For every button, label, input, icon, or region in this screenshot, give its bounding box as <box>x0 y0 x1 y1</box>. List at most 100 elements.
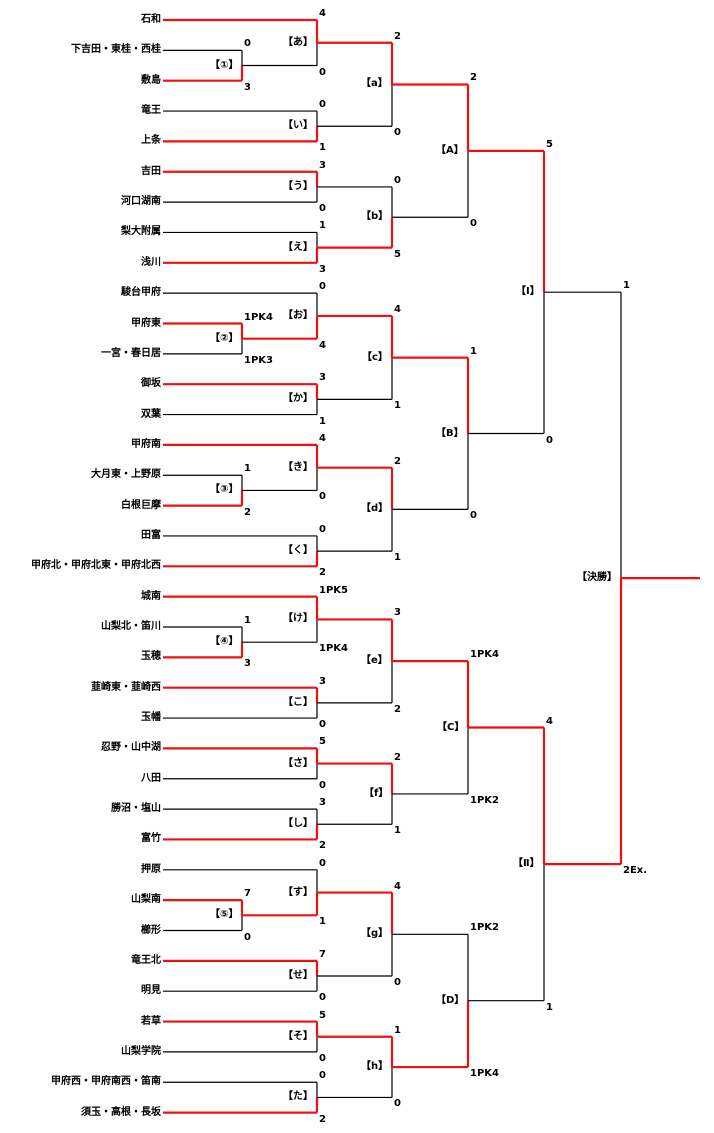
score-label: 2 <box>394 703 401 715</box>
team-name: 甲府東 <box>131 317 161 329</box>
score-label: 0 <box>319 99 326 111</box>
match-label: 【こ】 <box>283 696 313 708</box>
score-label: 0 <box>319 491 326 503</box>
team-name: 田富 <box>141 529 161 541</box>
match-label: 【き】 <box>283 461 313 473</box>
score-label: 1PK4 <box>319 643 348 655</box>
match-label: 【し】 <box>283 818 313 830</box>
team-name: 玉穂 <box>141 651 161 663</box>
score-label: 2 <box>319 1113 326 1125</box>
match-label: 【③】 <box>210 484 239 496</box>
match-label: 【⑤】 <box>210 909 239 921</box>
score-label: 1PK4 <box>244 311 273 323</box>
score-label: 4 <box>546 715 553 727</box>
match-label: 【そ】 <box>283 1030 313 1042</box>
team-name: 若草 <box>141 1015 161 1027</box>
match-label: 【け】 <box>283 613 313 625</box>
team-name: 玉幡 <box>141 712 161 724</box>
score-label: 2Ex. <box>623 865 648 877</box>
team-name: 竜王北 <box>131 954 161 966</box>
score-label: 0 <box>394 977 401 989</box>
match-label: 【く】 <box>283 545 313 557</box>
score-label: 4 <box>394 303 401 315</box>
score-label: 0 <box>319 857 326 869</box>
score-label: 1 <box>319 142 326 154</box>
score-label: 3 <box>319 797 326 809</box>
score-label: 1 <box>394 825 401 837</box>
score-label: 4 <box>319 339 326 351</box>
score-label: 1PK4 <box>470 1068 499 1080</box>
match-label: 【せ】 <box>283 970 313 982</box>
score-label: 0 <box>244 38 251 50</box>
score-label: 1 <box>394 1024 401 1036</box>
match-label: 【g】 <box>361 928 389 940</box>
score-label: 0 <box>319 66 326 78</box>
match-label: 【A】 <box>436 144 464 156</box>
team-name: 下吉田・東桂・西桂 <box>71 44 161 56</box>
score-label: 4 <box>319 8 326 19</box>
score-label: 2 <box>394 751 401 763</box>
score-label: 1 <box>394 400 401 412</box>
team-name: 押原 <box>141 863 161 875</box>
score-label: 0 <box>319 203 326 215</box>
score-label: 0 <box>319 1070 326 1082</box>
score-label: 5 <box>394 248 401 260</box>
match-label: 【い】 <box>283 120 313 132</box>
team-name: 白根巨摩 <box>121 499 161 511</box>
team-name: 山梨学院 <box>121 1045 161 1057</box>
team-name: 須玉・高根・長坂 <box>81 1106 161 1118</box>
score-label: 3 <box>319 675 326 687</box>
team-name: 梨大附属 <box>121 226 161 238</box>
score-label: 0 <box>319 992 326 1004</box>
score-label: 0 <box>470 218 477 230</box>
score-label: 0 <box>319 1052 326 1064</box>
score-label: 0 <box>394 174 401 186</box>
team-name: 山梨南 <box>131 894 161 906</box>
team-name: 大月東・上野原 <box>91 469 161 481</box>
team-name: 石和 <box>141 14 161 25</box>
match-label: 【さ】 <box>283 757 313 769</box>
team-name: 甲府南 <box>131 438 161 450</box>
match-label: 【す】 <box>283 886 313 898</box>
score-label: 1 <box>244 463 251 475</box>
score-label: 5 <box>546 138 553 150</box>
score-label: 1 <box>470 345 477 357</box>
score-label: 1 <box>319 415 326 427</box>
score-label: 0 <box>470 510 477 522</box>
match-label: 【う】 <box>283 180 313 192</box>
team-name: 山梨北・笛川 <box>101 621 161 632</box>
score-label: 3 <box>319 263 326 275</box>
team-name: 富竹 <box>141 833 161 845</box>
score-label: 0 <box>244 931 251 943</box>
match-label: 【Ⅱ】 <box>513 858 540 870</box>
score-label: 2 <box>319 567 326 579</box>
score-label: 1PK2 <box>470 794 499 806</box>
match-label: 【た】 <box>283 1091 313 1103</box>
score-label: 1 <box>244 615 251 626</box>
team-name: 韮崎東・韮崎西 <box>91 681 161 693</box>
score-label: 3 <box>244 81 251 93</box>
score-label: 1 <box>623 280 630 292</box>
match-label: 【D】 <box>436 994 465 1006</box>
team-name: 甲府北・甲府北東・甲府北西 <box>31 560 161 572</box>
team-name: 勝沼・塩山 <box>111 803 161 815</box>
score-label: 1PK2 <box>470 922 499 934</box>
score-label: 1PK4 <box>470 649 499 661</box>
team-name: 御坂 <box>141 378 161 390</box>
team-name: 河口湖南 <box>121 196 161 208</box>
team-name: 明見 <box>141 985 161 997</box>
score-label: 2 <box>244 506 251 518</box>
score-label: 5 <box>319 1009 326 1021</box>
match-label: 【b】 <box>361 211 389 223</box>
team-name: 甲府西・甲府南西・笛南 <box>51 1076 161 1088</box>
score-label: 4 <box>394 880 401 892</box>
score-label: 0 <box>394 127 401 139</box>
team-name: 上条 <box>141 135 161 147</box>
score-label: 3 <box>319 159 326 171</box>
match-label: 【②】 <box>210 332 239 344</box>
score-label: 2 <box>394 455 401 467</box>
score-label: 1PK5 <box>319 584 348 596</box>
